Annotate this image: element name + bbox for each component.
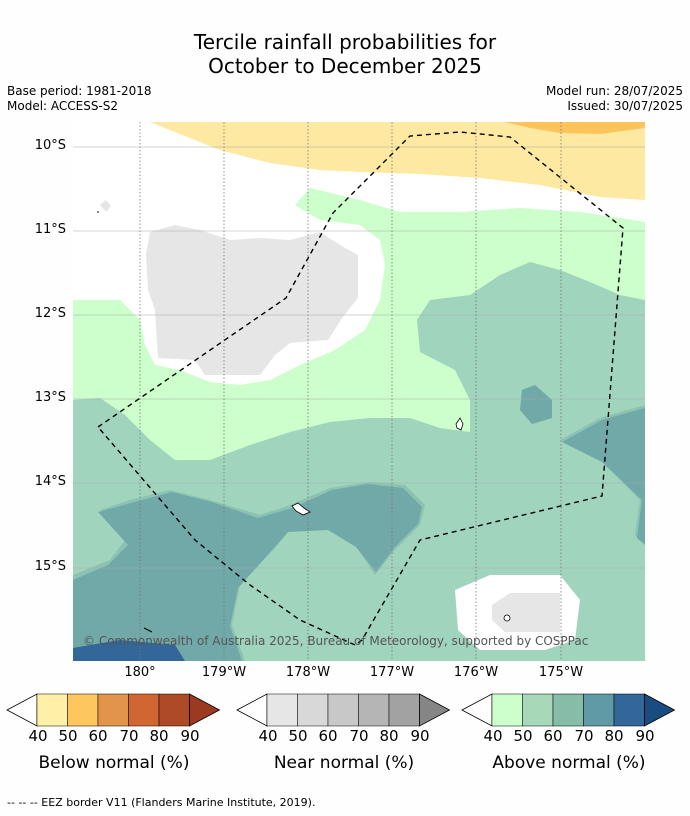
cb-tick: 90 (410, 727, 430, 745)
island-nw-dot (97, 211, 99, 213)
lat-label: 12°S (34, 306, 66, 321)
colorbar-near-title: Near normal (%) (273, 753, 415, 773)
colorbar-above (461, 693, 676, 727)
lon-label: 179°W (201, 665, 247, 680)
lat-label: 13°S (34, 390, 66, 405)
colorbar-below-title: Below normal (%) (38, 753, 190, 773)
island-se (503, 614, 511, 622)
colorbar-segment (128, 693, 160, 727)
colorbar-max-extend (644, 693, 676, 727)
cb-tick: 80 (379, 727, 399, 745)
cb-tick: 80 (604, 727, 624, 745)
near-normal-small-spot (100, 200, 111, 212)
lat-label: 11°S (34, 222, 66, 237)
colorbar-min-extend (461, 693, 493, 727)
model-name: Model: ACCESS-S2 (7, 99, 119, 113)
colorbar-segment (158, 693, 190, 727)
lon-label: 180° (124, 665, 156, 680)
island-sw-mark (143, 627, 153, 633)
title-line1: Tercile rainfall probabilities for (193, 30, 497, 54)
colorbar-segment (358, 693, 390, 727)
colorbar-max-extend (189, 693, 221, 727)
colorbar-segment (97, 693, 129, 727)
model-run: Model run: 28/07/2025 (545, 84, 683, 98)
above-normal-70-region (73, 484, 422, 661)
cb-tick: 40 (258, 727, 278, 745)
colorbar-segment (613, 693, 645, 727)
island-wallis (455, 417, 464, 431)
colorbar-segment (297, 693, 329, 727)
map-copyright: © Commonwealth of Australia 2025, Bureau… (83, 634, 588, 648)
cb-tick: 80 (149, 727, 169, 745)
above-normal-70-east-region (562, 408, 645, 545)
title-line2: October to December 2025 (208, 54, 482, 78)
cb-tick: 40 (483, 727, 503, 745)
cb-tick: 60 (543, 727, 563, 745)
colorbar-segment (552, 693, 584, 727)
eez-legend-footer: -- -- -- EEZ border V11 (Flanders Marine… (7, 796, 316, 809)
cb-tick: 50 (58, 727, 78, 745)
lon-label: 178°W (285, 665, 331, 680)
lat-gridlines (73, 146, 645, 569)
colorbar-segment (522, 693, 554, 727)
colorbar-min-extend (236, 693, 268, 727)
lat-label: 15°S (34, 559, 66, 574)
colorbar-segment (67, 693, 99, 727)
colorbar-segment (388, 693, 420, 727)
base-period: Base period: 1981-2018 (7, 84, 152, 98)
cb-tick: 60 (88, 727, 108, 745)
below-normal-40-region (150, 122, 645, 200)
cb-tick: 70 (574, 727, 594, 745)
lon-label: 176°W (453, 665, 499, 680)
colorbar-segment (491, 693, 523, 727)
lon-label: 175°W (538, 665, 584, 680)
cb-tick: 40 (28, 727, 48, 745)
eez-border (97, 131, 624, 646)
cb-tick: 50 (288, 727, 308, 745)
cb-tick: 70 (349, 727, 369, 745)
meta-left: Base period: 1981-2018 Model: ACCESS-S2 (7, 84, 152, 114)
meta-right: Model run: 28/07/2025 Issued: 30/07/2025 (546, 84, 683, 114)
map-fields (73, 122, 645, 661)
near-normal-40-region (146, 225, 358, 375)
lat-label: 10°S (34, 138, 66, 153)
colorbar-below (6, 693, 221, 727)
lon-gridlines (139, 122, 562, 661)
cb-tick: 50 (513, 727, 533, 745)
above-normal-80-region (73, 640, 185, 661)
colorbar-min-extend (6, 693, 38, 727)
colorbar-segment (327, 693, 359, 727)
cb-tick: 70 (119, 727, 139, 745)
near-normal-se-grey (492, 593, 560, 632)
below-normal-50-region (505, 122, 645, 134)
lat-label: 14°S (34, 474, 66, 489)
colorbar-segment (266, 693, 298, 727)
above-normal-40-se-band (445, 652, 645, 661)
colorbar-segment (583, 693, 615, 727)
cb-tick: 60 (318, 727, 338, 745)
lon-label: 177°W (369, 665, 415, 680)
above-normal-70-patch (520, 385, 552, 424)
colorbar-above-title: Above normal (%) (492, 753, 646, 773)
map-title: Tercile rainfall probabilities for Octob… (0, 30, 690, 78)
colorbar-segment (36, 693, 68, 727)
colorbar-max-extend (419, 693, 451, 727)
colorbars (6, 693, 676, 727)
cb-tick: 90 (180, 727, 200, 745)
colorbar-near (236, 693, 451, 727)
issued-date: Issued: 30/07/2025 (567, 99, 683, 113)
island-futuna (291, 502, 311, 516)
cb-tick: 90 (635, 727, 655, 745)
